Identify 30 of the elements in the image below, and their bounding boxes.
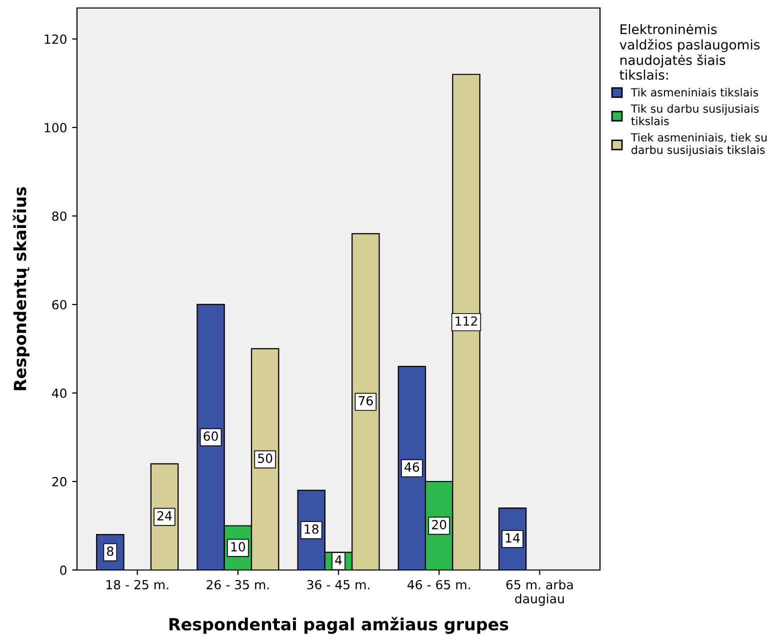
y-tick-label: 60 <box>52 300 66 310</box>
legend-label: Tik asmeniniais tikslais <box>630 88 758 97</box>
y-tick-label: 40 <box>52 388 66 398</box>
data-label: 18 <box>304 524 318 534</box>
y-tick-label: 20 <box>52 476 66 486</box>
data-label: 4 <box>335 555 342 565</box>
y-tick-label: 0 <box>60 565 66 575</box>
y-tick-label: 120 <box>44 34 66 44</box>
data-label: 76 <box>358 396 373 406</box>
data-label: 60 <box>204 431 218 441</box>
data-label: 14 <box>506 533 520 542</box>
y-axis-title: Respondentų skaičius <box>12 187 30 390</box>
y-tick-label: 100 <box>44 122 66 132</box>
x-tick-label: 65 m. arba daugiau <box>506 580 573 606</box>
y-tick-label: 80 <box>52 211 66 221</box>
x-tick-label: 26 - 35 m. <box>206 580 269 590</box>
x-tick-label: 18 - 25 m. <box>106 580 168 590</box>
data-label: 46 <box>404 462 420 472</box>
data-label: 24 <box>157 511 172 520</box>
x-axis-title: Respondentai pagal amžiaus grupes <box>170 616 508 634</box>
data-label: 8 <box>107 546 114 556</box>
legend-label: Tik su darbu susijusiais tikslais <box>630 104 759 126</box>
legend-title: Elektroninėmis valdžios paslaugomis naudojatės šiais tikslais: <box>620 24 760 80</box>
data-label: 10 <box>231 542 246 552</box>
legend-label: Tiek asmeniniais, tiek su darbu susijusiais tikslais <box>630 132 767 156</box>
data-label: 112 <box>456 316 477 326</box>
x-tick-label: 46 - 65 m. <box>407 580 470 590</box>
data-label: 50 <box>258 454 272 463</box>
x-tick-label: 36 - 45 m. <box>307 580 370 590</box>
data-label: 20 <box>432 520 446 530</box>
